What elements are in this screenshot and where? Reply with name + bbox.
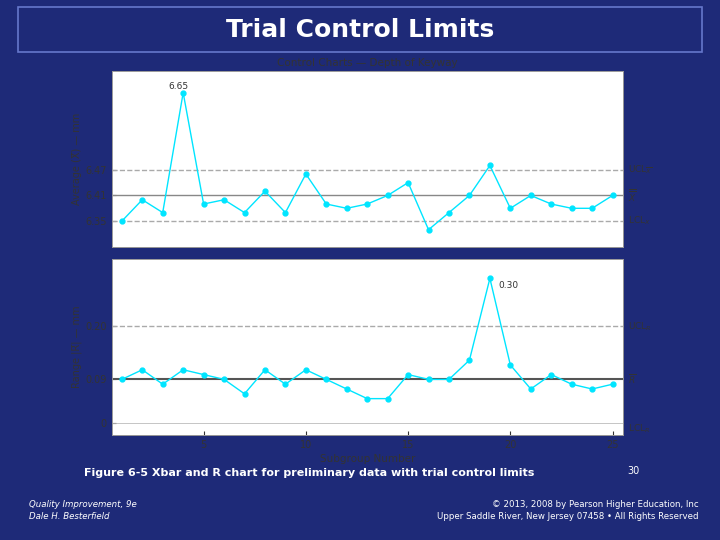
Text: UCL$_{R}$: UCL$_{R}$	[628, 320, 652, 333]
Y-axis label: Range |R̅| — mm: Range |R̅| — mm	[72, 306, 83, 388]
Text: UCL$_{\overline{X}}$: UCL$_{\overline{X}}$	[628, 164, 652, 176]
Title: Control Charts — Depth of Keyway: Control Charts — Depth of Keyway	[277, 58, 457, 68]
Text: Trial Control Limits: Trial Control Limits	[226, 18, 494, 42]
Text: 6.65: 6.65	[169, 82, 189, 91]
Text: LCL$_{R}$: LCL$_{R}$	[628, 423, 650, 435]
X-axis label: Subgroup Number: Subgroup Number	[320, 454, 415, 464]
Y-axis label: Average (X̅) — mm: Average (X̅) — mm	[73, 113, 83, 205]
Text: Quality Improvement, 9e
Dale H. Besterfield: Quality Improvement, 9e Dale H. Besterfi…	[29, 500, 137, 521]
Text: $\overline{R}$: $\overline{R}$	[628, 373, 636, 386]
Text: 30: 30	[627, 466, 640, 476]
Text: © 2013, 2008 by Pearson Higher Education, Inc
Upper Saddle River, New Jersey 074: © 2013, 2008 by Pearson Higher Education…	[437, 500, 698, 521]
Text: 0.30: 0.30	[498, 281, 518, 290]
Text: $\overline{\overline{X}}$: $\overline{\overline{X}}$	[628, 187, 636, 204]
Text: LCL$_{X}$: LCL$_{X}$	[628, 215, 651, 227]
Text: Figure 6-5 Xbar and R chart for preliminary data with trial control limits: Figure 6-5 Xbar and R chart for prelimin…	[84, 468, 535, 477]
